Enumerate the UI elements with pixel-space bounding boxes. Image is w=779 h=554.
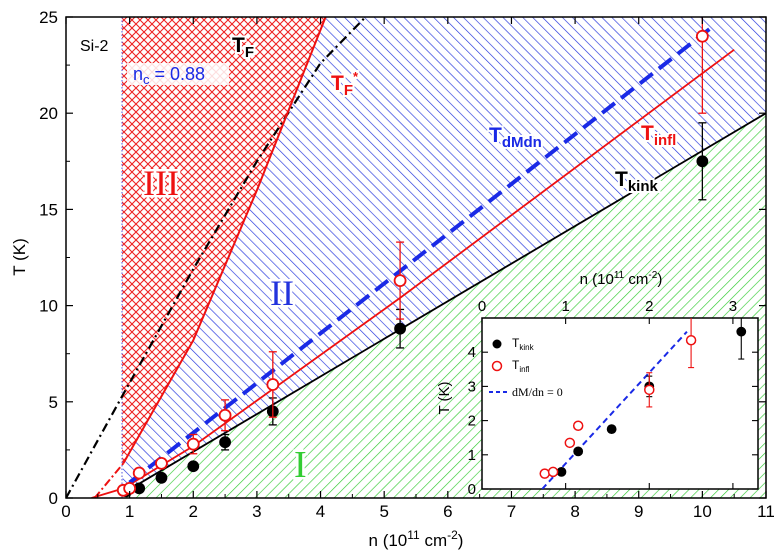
- svg-text:Tkink: Tkink: [615, 168, 659, 195]
- x-tick-label: 7: [507, 502, 516, 521]
- tkink-point: [187, 460, 200, 473]
- inset-y-tick-label: 3: [468, 378, 476, 395]
- inset-tkink-point: [573, 446, 584, 457]
- y-tick-label: 5: [49, 393, 58, 412]
- tinfl-point: [218, 408, 232, 422]
- tinfl-label: Tinfl: [639, 120, 678, 151]
- y-tick-label: 20: [39, 104, 58, 123]
- y-axis-label: T (K): [10, 238, 29, 275]
- svg-text:TF*: TF*: [331, 69, 359, 99]
- svg-text:Tinfl: Tinfl: [641, 122, 676, 149]
- inset-data-points: [539, 318, 747, 479]
- y-tick-label: 10: [39, 297, 58, 316]
- inset-y-tick-label: 1: [468, 447, 476, 464]
- tkink-line: [129, 112, 766, 491]
- inset-legend: Tkink Tinfl dM/dn = 0: [489, 336, 563, 399]
- inset-tinfl-point: [564, 437, 576, 449]
- nc-label-n: n: [133, 64, 143, 84]
- inset-tinfl-point: [539, 468, 550, 479]
- region-II-label: II: [270, 273, 294, 313]
- tinfl-point: [695, 29, 709, 43]
- x-tick-label: 0: [61, 502, 70, 521]
- x-tick-label: 9: [634, 502, 643, 521]
- inset-tinfl-point: [547, 466, 559, 478]
- inset-tkink-point: [736, 326, 747, 337]
- tkink-point: [155, 471, 168, 484]
- nc-label-value: = 0.88: [150, 64, 206, 84]
- tdmdn-label: TdMdn: [487, 122, 544, 153]
- inset-x-label: n (1011 cm-2): [580, 270, 663, 288]
- tkink-label: Tkink: [613, 166, 661, 197]
- x-tick-label: 5: [379, 502, 388, 521]
- tinfl-point: [266, 378, 280, 391]
- inset-tkink-point: [606, 424, 617, 435]
- y-tick-label: 0: [49, 489, 58, 508]
- svg-text:TdMdn: TdMdn: [489, 124, 542, 151]
- tkink-point: [394, 322, 406, 335]
- x-tick-label: 11: [757, 502, 775, 521]
- tkink-point: [219, 436, 231, 449]
- tf-star-curve: [122, 17, 327, 464]
- inset-chart: 0 1 2 3 0 1 2 3 4 T (K) n (1011 cm-2) Tkink Tin…: [436, 270, 759, 498]
- x-tick-label: 8: [570, 502, 579, 521]
- x-axis-label: n (1011 cm-2): [369, 528, 464, 550]
- x-tick-label: 2: [189, 502, 198, 521]
- svg-text:TF: TF: [232, 34, 254, 61]
- region-I-label: I: [294, 444, 307, 486]
- legend-dmdn-label: dM/dn = 0: [512, 385, 563, 399]
- legend-kink-label: Tkink: [512, 336, 535, 352]
- svg-text:nc = 0.88: nc = 0.88: [133, 64, 205, 87]
- inset-y-tick-label: 4: [468, 344, 476, 361]
- inset-x-tick-label: 1: [561, 298, 569, 315]
- inset-tinfl-point: [644, 384, 655, 396]
- inset-x-tick-label: 2: [645, 298, 653, 315]
- inset-tinfl-point: [685, 334, 697, 346]
- inset-y-ticks: 0 1 2 3 4: [468, 344, 758, 498]
- inset-x-ticks: 0 1 2 3: [478, 298, 737, 489]
- tinfl-point: [186, 437, 200, 451]
- legend-kink-marker: [492, 339, 502, 349]
- tf-star-label: TF*: [329, 67, 361, 101]
- inset-y-tick-label: 0: [468, 481, 476, 498]
- tdmdn-dashed-line: [128, 23, 717, 485]
- x-axis-ticks: 0 1 2 3 4 5 6 7 8 9 10 11: [61, 17, 775, 521]
- sample-label: Si-2: [80, 38, 109, 55]
- tf-label: TF: [230, 32, 256, 63]
- nc-label-sub: c: [143, 72, 150, 87]
- nc-label: nc = 0.88: [127, 63, 229, 87]
- inset-x-tick-label: 0: [478, 298, 486, 315]
- x-tick-label: 6: [443, 502, 452, 521]
- x-tick-label: 10: [693, 502, 712, 521]
- inset-y-tick-label: 2: [468, 413, 476, 430]
- tf-star-lowfield-dashdot: [93, 462, 125, 498]
- tinfl-point: [132, 466, 146, 480]
- region-II-area: [122, 17, 766, 494]
- inset-y-label: T (K): [436, 381, 453, 414]
- tinfl-point: [393, 274, 407, 287]
- tf-curve: [66, 17, 368, 498]
- legend-infl-marker: [491, 360, 503, 372]
- tkink-point: [696, 155, 709, 168]
- tinfl-point: [155, 456, 168, 470]
- x-tick-label: 4: [316, 502, 325, 521]
- region-III-label: III: [143, 163, 179, 203]
- y-tick-label: 15: [39, 200, 58, 219]
- region-III-area: [122, 17, 326, 464]
- legend-infl-label: Tinfl: [512, 358, 530, 374]
- x-tick-label: 1: [125, 502, 134, 521]
- inset-x-tick-label: 3: [729, 298, 737, 315]
- x-tick-label: 3: [252, 502, 261, 521]
- y-tick-label: 25: [39, 8, 58, 27]
- inset-dmdn-line: [541, 331, 688, 489]
- inset-tinfl-point: [572, 420, 584, 431]
